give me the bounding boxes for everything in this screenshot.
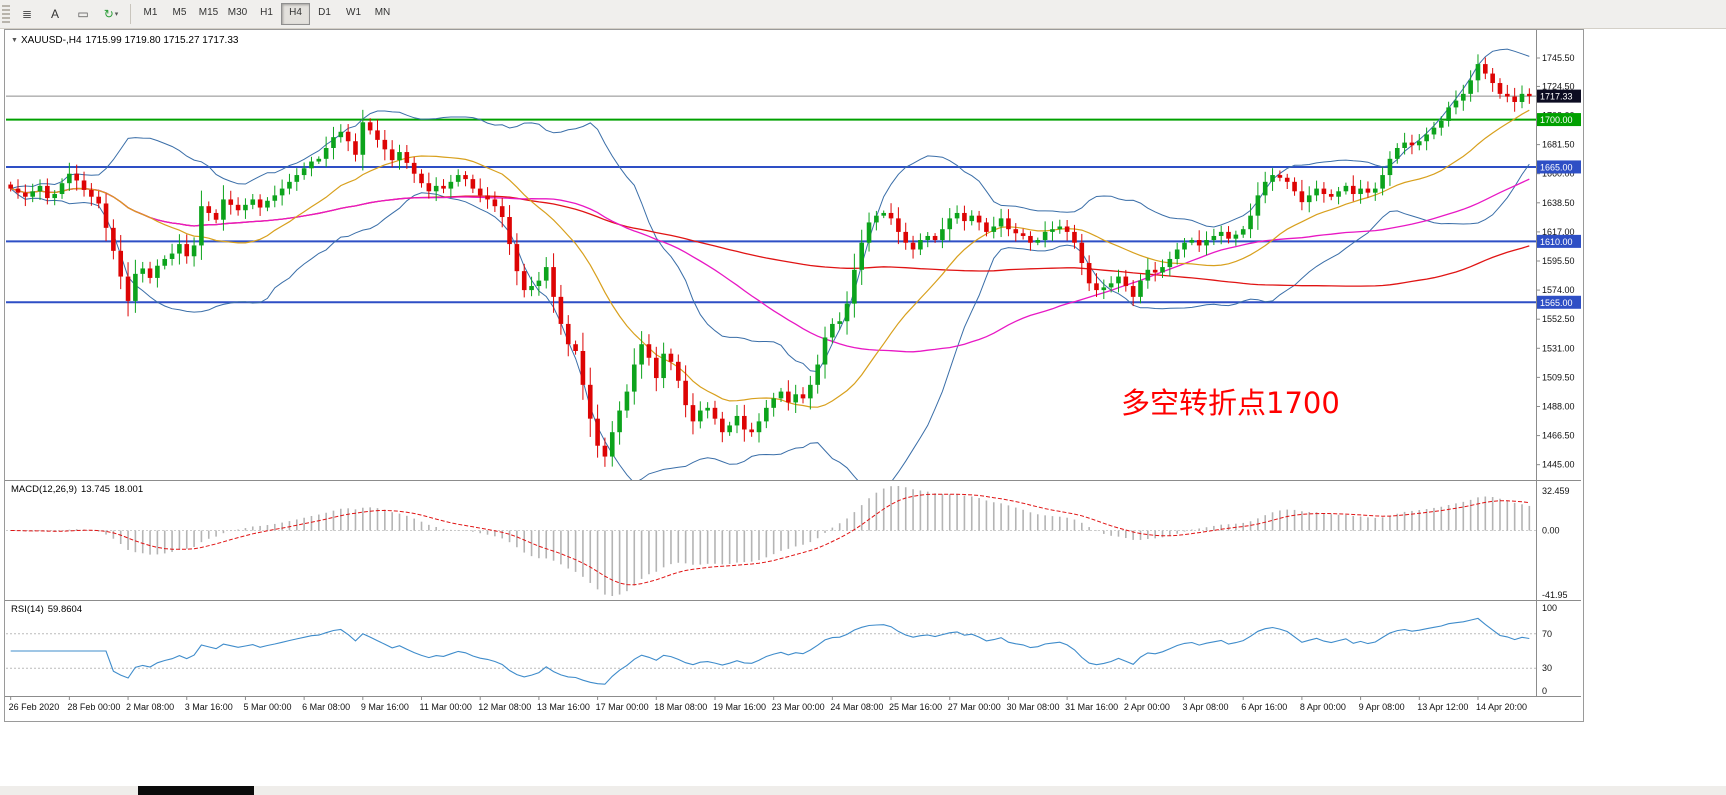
svg-text:3 Mar 16:00: 3 Mar 16:00 [185, 702, 233, 712]
svg-text:1745.50: 1745.50 [1542, 53, 1575, 63]
svg-text:12 Mar 08:00: 12 Mar 08:00 [478, 702, 531, 712]
svg-text:19 Mar 16:00: 19 Mar 16:00 [713, 702, 766, 712]
svg-text:1488.00: 1488.00 [1542, 401, 1575, 411]
timeframe-m5-button[interactable]: M5 [172, 7, 187, 18]
svg-text:1466.50: 1466.50 [1542, 431, 1575, 441]
svg-text:9 Apr 08:00: 9 Apr 08:00 [1359, 702, 1405, 712]
chart-title: ▼ XAUUSD-,H4 1715.99 1719.80 1715.27 1717.… [11, 35, 238, 46]
timeframe-h1-button[interactable]: H1 [260, 7, 273, 18]
svg-text:30: 30 [1542, 663, 1552, 673]
chart-canvas[interactable]: 1745.501724.501703.001681.501660.001638.… [5, 30, 1581, 719]
svg-text:14 Apr 20:00: 14 Apr 20:00 [1476, 702, 1527, 712]
svg-text:1574.00: 1574.00 [1542, 285, 1575, 295]
svg-text:1681.50: 1681.50 [1542, 140, 1575, 150]
rsi-title: RSI(14) [11, 604, 44, 615]
svg-text:1724.50: 1724.50 [1542, 81, 1575, 91]
timeframe-d1-button[interactable]: D1 [318, 7, 331, 18]
timeframe-mn-button[interactable]: MN [374, 7, 391, 18]
taskbar-fragment [138, 786, 254, 795]
svg-text:0: 0 [1542, 686, 1547, 696]
svg-text:11 Mar 00:00: 11 Mar 00:00 [420, 702, 472, 712]
svg-text:-41.95: -41.95 [1542, 590, 1568, 600]
svg-text:18 Mar 08:00: 18 Mar 08:00 [654, 702, 707, 712]
svg-text:1665.00: 1665.00 [1540, 162, 1573, 172]
cursor-tool-button[interactable]: A [42, 3, 68, 25]
timeframe-m30-button[interactable]: M30 [227, 7, 248, 18]
svg-text:1531.00: 1531.00 [1542, 343, 1575, 353]
svg-text:25 Mar 16:00: 25 Mar 16:00 [889, 702, 942, 712]
svg-text:3 Apr 08:00: 3 Apr 08:00 [1183, 702, 1229, 712]
svg-text:27 Mar 00:00: 27 Mar 00:00 [948, 702, 1001, 712]
rsi-pane: 100 70 30 0 [6, 603, 1557, 696]
svg-text:9 Mar 16:00: 9 Mar 16:00 [361, 702, 409, 712]
rsi-value: 59.8604 [47, 604, 83, 615]
cursor-tool-icon: A [50, 7, 59, 21]
svg-text:70: 70 [1542, 629, 1552, 639]
svg-text:31 Mar 16:00: 31 Mar 16:00 [1065, 702, 1118, 712]
svg-text:1617.00: 1617.00 [1542, 227, 1575, 237]
svg-text:13 Mar 16:00: 13 Mar 16:00 [537, 702, 590, 712]
annotation-text: 多空转折点1700 [1121, 386, 1340, 420]
svg-text:6 Apr 16:00: 6 Apr 16:00 [1241, 702, 1287, 712]
symbol-dropdown-icon[interactable]: ▼ [11, 36, 18, 44]
svg-text:1660.00: 1660.00 [1542, 169, 1575, 179]
svg-text:2 Mar 08:00: 2 Mar 08:00 [126, 702, 174, 712]
toolbar: ≣ A ▭ ↻ ▾ M1 M5 M15 M30 H1 H4 D1 W1 MN [0, 0, 1726, 29]
macd-title: MACD(12,26,9) [11, 484, 77, 495]
svg-text:8 Apr 00:00: 8 Apr 00:00 [1300, 702, 1346, 712]
svg-text:17 Mar 00:00: 17 Mar 00:00 [596, 702, 649, 712]
svg-text:32.459: 32.459 [1542, 486, 1570, 496]
svg-text:1610.00: 1610.00 [1540, 237, 1573, 247]
box-tool-button[interactable]: ▭ [70, 3, 96, 25]
price-pane [6, 48, 1536, 480]
timeframe-group: M1 M5 M15 M30 H1 H4 D1 W1 MN [136, 3, 397, 25]
svg-text:30 Mar 08:00: 30 Mar 08:00 [1006, 702, 1059, 712]
svg-text:0.00: 0.00 [1542, 526, 1560, 536]
svg-text:1552.50: 1552.50 [1542, 314, 1575, 324]
chart-list-icon: ≣ [21, 7, 33, 21]
refresh-dropdown-icon: ↻ [103, 7, 114, 21]
time-scale[interactable]: 26 Feb 2020 28 Feb 00:00 2 Mar 08:00 3 Mar … [9, 696, 1527, 713]
svg-text:1595.50: 1595.50 [1542, 256, 1575, 266]
svg-text:28 Feb 00:00: 28 Feb 00:00 [67, 702, 120, 712]
svg-text:1717.33: 1717.33 [1540, 92, 1573, 102]
svg-text:1445.00: 1445.00 [1542, 460, 1575, 470]
timeframe-h4-button[interactable]: H4 [281, 3, 310, 25]
svg-text:13 Apr 12:00: 13 Apr 12:00 [1417, 702, 1468, 712]
chart-window: 1745.501724.501703.001681.501660.001638.… [4, 29, 1584, 722]
svg-text:23 Mar 00:00: 23 Mar 00:00 [772, 702, 825, 712]
rsi-label: RSI(14) 59.8604 [11, 604, 82, 615]
candles-layer [8, 54, 1532, 467]
svg-text:100: 100 [1542, 603, 1557, 613]
chart-title-symbol: XAUUSD-,H4 [20, 35, 82, 46]
svg-text:5 Mar 00:00: 5 Mar 00:00 [243, 702, 291, 712]
toolbar-separator [130, 4, 131, 24]
box-tool-icon: ▭ [77, 7, 89, 21]
svg-text:1700.00: 1700.00 [1540, 115, 1573, 125]
refresh-dropdown-button[interactable]: ↻ ▾ [98, 3, 124, 25]
svg-text:1565.00: 1565.00 [1540, 298, 1573, 308]
macd-label: MACD(12,26,9) 13.745 18.001 [11, 484, 143, 495]
svg-text:1509.50: 1509.50 [1542, 372, 1575, 382]
timeframe-w1-button[interactable]: W1 [346, 7, 361, 18]
tool-icons-group: ≣ A ▭ ↻ ▾ [13, 3, 125, 25]
macd-value-main: 13.745 [81, 484, 111, 495]
toolbar-grip[interactable] [2, 5, 10, 23]
chevron-down-icon: ▾ [114, 11, 119, 18]
svg-text:24 Mar 08:00: 24 Mar 08:00 [830, 702, 883, 712]
svg-text:6 Mar 08:00: 6 Mar 08:00 [302, 702, 350, 712]
svg-text:1638.50: 1638.50 [1542, 198, 1575, 208]
chart-list-button[interactable]: ≣ [14, 3, 40, 25]
timeframe-m1-button[interactable]: M1 [143, 7, 158, 18]
timeframe-m15-button[interactable]: M15 [198, 7, 219, 18]
svg-text:2 Apr 00:00: 2 Apr 00:00 [1124, 702, 1170, 712]
svg-text:26 Feb 2020: 26 Feb 2020 [9, 702, 60, 712]
bottom-strip [0, 786, 1726, 795]
macd-pane: 32.459 0.00 -41.95 [6, 486, 1570, 600]
macd-value-signal: 18.001 [114, 484, 144, 495]
chart-title-ohlc: 1715.99 1719.80 1715.27 1717.33 [85, 35, 239, 46]
price-scale[interactable]: 1745.501724.501703.001681.501660.001638.… [1536, 53, 1581, 470]
